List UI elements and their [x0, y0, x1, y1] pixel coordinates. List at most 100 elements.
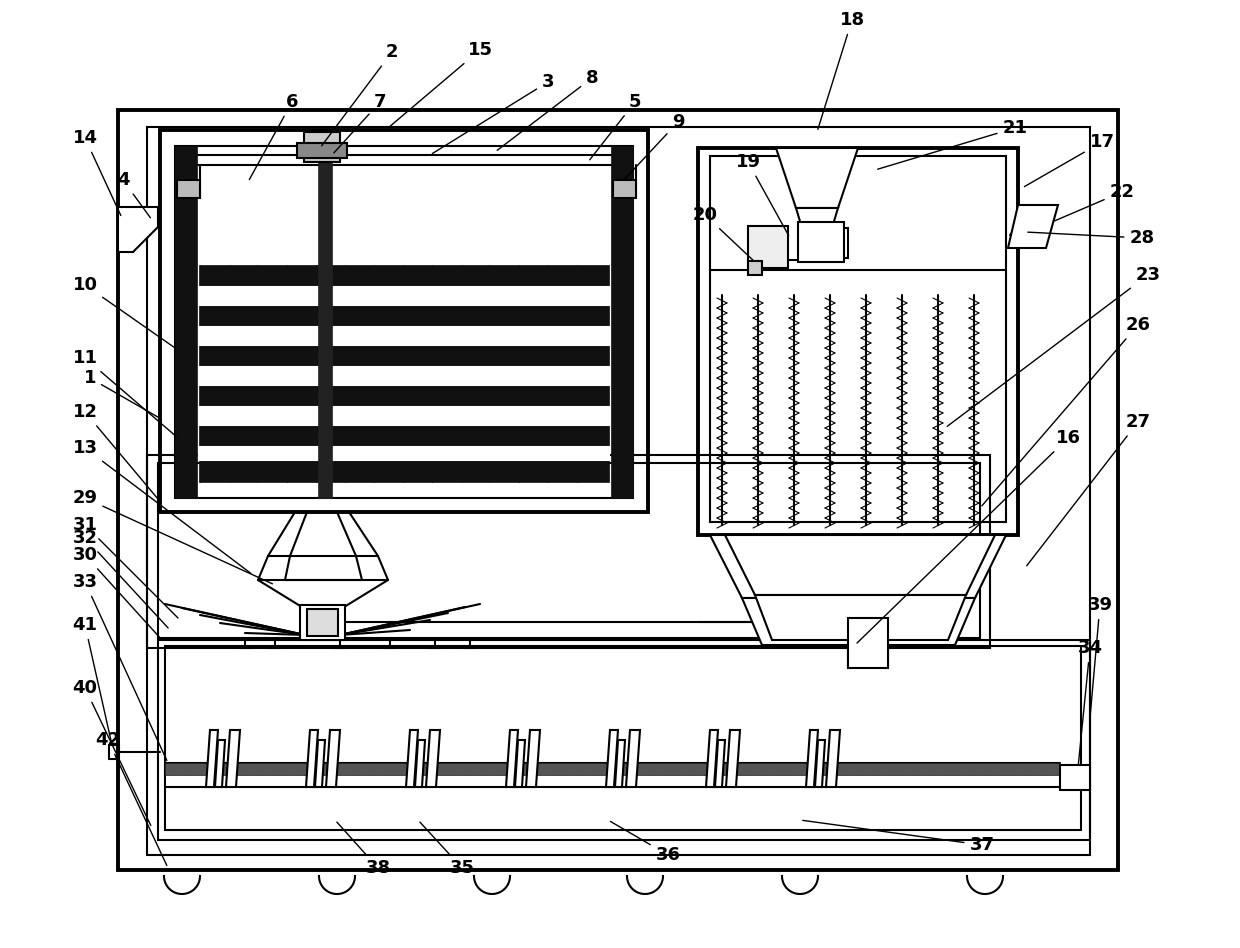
Bar: [300, 605, 345, 640]
Bar: [711, 156, 1006, 522]
Text: 42: 42: [95, 731, 167, 866]
Text: 1: 1: [84, 369, 161, 419]
Polygon shape: [415, 740, 425, 787]
Polygon shape: [405, 730, 418, 787]
Polygon shape: [826, 730, 839, 787]
Text: 37: 37: [802, 820, 994, 854]
Bar: [198, 345, 609, 367]
Text: 12: 12: [72, 403, 161, 502]
Text: 5: 5: [590, 93, 641, 160]
Text: 34: 34: [1078, 639, 1102, 765]
Text: 36: 36: [610, 821, 681, 864]
Text: 20: 20: [692, 206, 753, 260]
Text: 21: 21: [878, 119, 1028, 169]
Text: 3: 3: [433, 73, 554, 154]
Bar: [148, 455, 990, 648]
Bar: [160, 130, 649, 512]
Bar: [304, 132, 340, 162]
Text: 30: 30: [72, 546, 160, 638]
Bar: [317, 145, 332, 498]
Bar: [177, 180, 200, 198]
Bar: [748, 261, 763, 275]
Polygon shape: [711, 535, 1006, 598]
Bar: [799, 222, 844, 262]
Bar: [157, 463, 980, 638]
Bar: [748, 226, 787, 268]
Text: 2: 2: [321, 43, 398, 146]
Polygon shape: [715, 740, 725, 787]
Bar: [118, 110, 1118, 870]
Polygon shape: [326, 730, 340, 787]
Bar: [148, 127, 1090, 855]
Bar: [308, 609, 339, 636]
Polygon shape: [706, 730, 718, 787]
Polygon shape: [725, 535, 994, 595]
Text: 23: 23: [947, 266, 1161, 427]
Polygon shape: [1008, 205, 1058, 248]
Polygon shape: [615, 740, 625, 787]
Text: 29: 29: [72, 489, 273, 584]
Bar: [198, 460, 609, 482]
Text: 32: 32: [72, 529, 169, 628]
Text: 39: 39: [1087, 596, 1112, 715]
Text: 7: 7: [334, 93, 386, 153]
Polygon shape: [427, 730, 440, 787]
Polygon shape: [315, 740, 325, 787]
Bar: [198, 287, 609, 305]
Text: 40: 40: [72, 679, 151, 826]
Text: 38: 38: [337, 822, 391, 877]
Bar: [165, 763, 1060, 775]
Polygon shape: [515, 740, 525, 787]
Bar: [613, 180, 636, 198]
Text: 4: 4: [117, 171, 150, 218]
Polygon shape: [755, 595, 966, 640]
Text: 13: 13: [72, 439, 250, 574]
Polygon shape: [526, 730, 539, 787]
Text: 16: 16: [857, 429, 1080, 643]
Bar: [198, 367, 609, 385]
Text: 6: 6: [249, 93, 299, 179]
Bar: [198, 407, 609, 425]
Text: 14: 14: [72, 129, 120, 215]
Bar: [157, 640, 1090, 840]
Bar: [175, 146, 197, 498]
Text: 11: 11: [72, 349, 176, 436]
Bar: [198, 327, 609, 345]
Text: 22: 22: [1054, 183, 1135, 221]
Text: 33: 33: [72, 573, 167, 760]
Bar: [198, 265, 609, 287]
Bar: [198, 447, 609, 460]
Bar: [198, 385, 609, 407]
Text: 35: 35: [420, 822, 475, 877]
Bar: [1060, 765, 1090, 790]
Text: 9: 9: [624, 113, 684, 180]
Bar: [611, 146, 632, 498]
Polygon shape: [725, 730, 740, 787]
Text: 10: 10: [72, 276, 176, 349]
Bar: [198, 425, 609, 447]
Polygon shape: [776, 148, 858, 208]
Text: 19: 19: [735, 153, 789, 235]
Text: 18: 18: [818, 11, 864, 129]
Text: 28: 28: [1028, 229, 1154, 247]
Polygon shape: [815, 740, 825, 787]
Bar: [698, 148, 1018, 535]
Text: 31: 31: [72, 516, 179, 618]
Polygon shape: [806, 730, 818, 787]
Polygon shape: [206, 730, 218, 787]
Polygon shape: [742, 598, 975, 645]
Text: 27: 27: [1027, 413, 1151, 566]
Polygon shape: [506, 730, 518, 787]
Text: 17: 17: [1024, 133, 1115, 187]
Bar: [800, 228, 848, 258]
Text: 15: 15: [391, 41, 492, 126]
Polygon shape: [118, 207, 157, 252]
Polygon shape: [796, 208, 838, 228]
Text: 26: 26: [982, 316, 1151, 506]
Polygon shape: [606, 730, 618, 787]
Polygon shape: [306, 730, 317, 787]
Polygon shape: [226, 730, 241, 787]
Bar: [175, 146, 632, 498]
Bar: [165, 646, 1081, 830]
Text: 41: 41: [72, 616, 112, 742]
